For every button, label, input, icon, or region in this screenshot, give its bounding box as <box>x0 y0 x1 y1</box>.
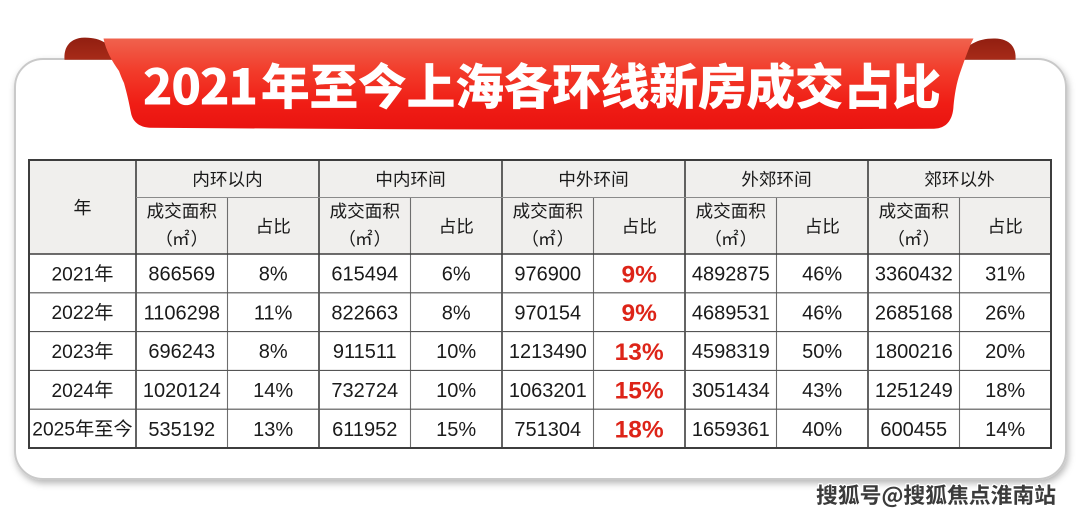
svg-text:600455: 600455 <box>880 419 947 441</box>
svg-text:2021: 2021 <box>52 264 95 285</box>
svg-text:8%: 8% <box>259 341 288 363</box>
svg-text:822663: 822663 <box>331 302 398 324</box>
svg-text:13%: 13% <box>615 339 664 366</box>
svg-text:4598319: 4598319 <box>692 341 770 363</box>
svg-text:10%: 10% <box>436 341 476 363</box>
svg-text:1659361: 1659361 <box>692 419 770 441</box>
svg-text:14%: 14% <box>985 419 1025 441</box>
svg-text:20%: 20% <box>985 341 1025 363</box>
svg-text:1800216: 1800216 <box>875 341 953 363</box>
svg-text:11%: 11% <box>254 302 293 324</box>
svg-text:2022: 2022 <box>52 303 95 324</box>
svg-text:751304: 751304 <box>514 419 581 441</box>
svg-text:18%: 18% <box>985 380 1025 402</box>
svg-text:8%: 8% <box>442 302 471 324</box>
svg-text:15%: 15% <box>436 419 476 441</box>
svg-text:9%: 9% <box>621 261 657 288</box>
svg-text:1106298: 1106298 <box>144 302 220 324</box>
svg-text:15%: 15% <box>615 378 664 405</box>
svg-text:732724: 732724 <box>331 380 398 402</box>
svg-text:31%: 31% <box>985 264 1025 286</box>
svg-text:10%: 10% <box>436 380 476 402</box>
svg-text:26%: 26% <box>985 302 1025 324</box>
svg-text:970154: 970154 <box>514 302 581 324</box>
svg-text:9%: 9% <box>621 300 657 327</box>
svg-text:1020124: 1020124 <box>143 380 221 402</box>
svg-text:1213490: 1213490 <box>509 341 587 363</box>
svg-text:4892875: 4892875 <box>692 264 770 286</box>
svg-text:1063201: 1063201 <box>509 380 587 402</box>
svg-text:2024: 2024 <box>52 381 95 402</box>
svg-text:18%: 18% <box>615 417 664 444</box>
svg-text:8%: 8% <box>259 264 288 286</box>
svg-text:2685168: 2685168 <box>875 302 953 324</box>
svg-text:911511: 911511 <box>333 341 397 363</box>
svg-text:40%: 40% <box>802 419 842 441</box>
svg-text:3051434: 3051434 <box>692 380 770 402</box>
svg-text:976900: 976900 <box>514 264 581 286</box>
svg-text:615494: 615494 <box>331 264 398 286</box>
svg-text:6%: 6% <box>442 264 471 286</box>
svg-text:866569: 866569 <box>148 264 215 286</box>
svg-text:46%: 46% <box>802 264 842 286</box>
svg-text:46%: 46% <box>802 302 842 324</box>
svg-text:611952: 611952 <box>332 419 397 441</box>
svg-text:696243: 696243 <box>148 341 215 363</box>
svg-text:43%: 43% <box>802 380 842 402</box>
svg-text:2023: 2023 <box>52 342 95 363</box>
svg-text:50%: 50% <box>802 341 842 363</box>
svg-text:3360432: 3360432 <box>875 264 953 286</box>
svg-text:2025: 2025 <box>32 420 75 441</box>
svg-text:1251249: 1251249 <box>875 380 953 402</box>
svg-text:14%: 14% <box>253 380 293 402</box>
svg-text:13%: 13% <box>253 419 293 441</box>
svg-text:535192: 535192 <box>148 419 215 441</box>
svg-text:4689531: 4689531 <box>692 302 770 324</box>
